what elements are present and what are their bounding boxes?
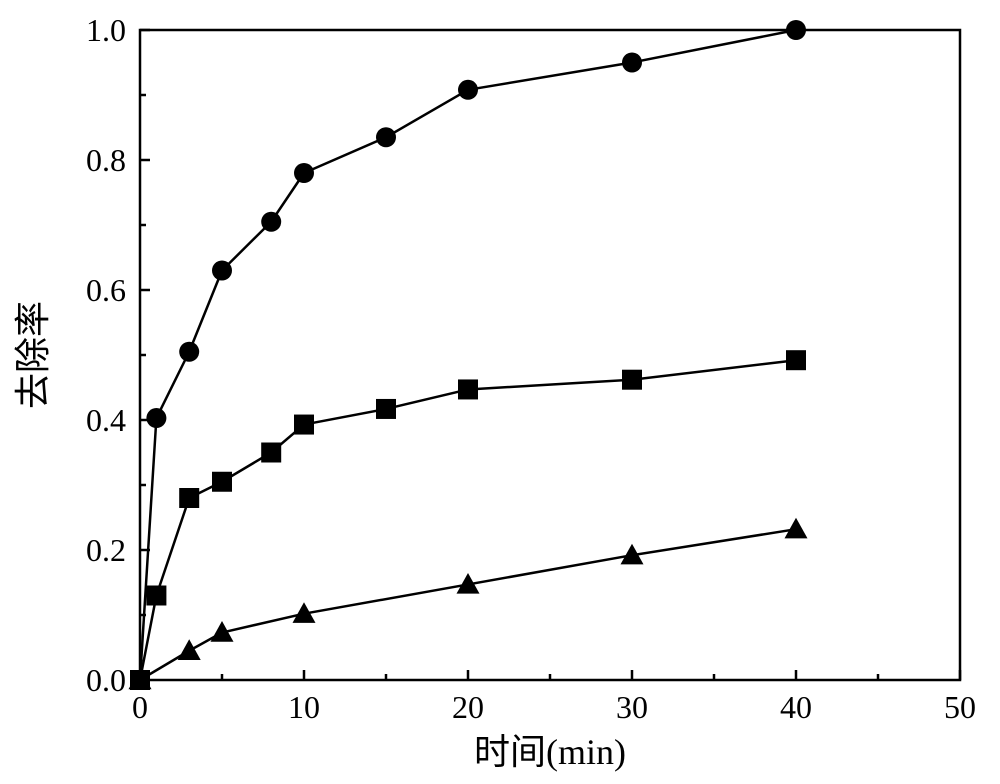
chart-svg: 0 10 20 30 40 50 0.0 0.2 0.4 0.6 0.8 1.0 时间(min) 去除率 bbox=[0, 0, 1000, 784]
x-tick-label: 50 bbox=[944, 689, 976, 725]
x-tick-label: 40 bbox=[780, 689, 812, 725]
x-tick-label: 20 bbox=[452, 689, 484, 725]
x-tick-label: 30 bbox=[616, 689, 648, 725]
y-tick-label: 1.0 bbox=[86, 12, 126, 48]
x-tick-label: 10 bbox=[288, 689, 320, 725]
y-tick-label: 0.8 bbox=[86, 142, 126, 178]
y-tick-label: 0.6 bbox=[86, 272, 126, 308]
x-tick-label: 0 bbox=[132, 689, 148, 725]
y-tick-label: 0.0 bbox=[86, 662, 126, 698]
y-tick-label: 0.2 bbox=[86, 532, 126, 568]
y-tick-label: 0.4 bbox=[86, 402, 126, 438]
chart-container: 0 10 20 30 40 50 0.0 0.2 0.4 0.6 0.8 1.0 时间(min) 去除率 bbox=[0, 0, 1000, 784]
y-axis-label: 去除率 bbox=[13, 301, 53, 409]
x-axis-label: 时间(min) bbox=[474, 732, 626, 772]
